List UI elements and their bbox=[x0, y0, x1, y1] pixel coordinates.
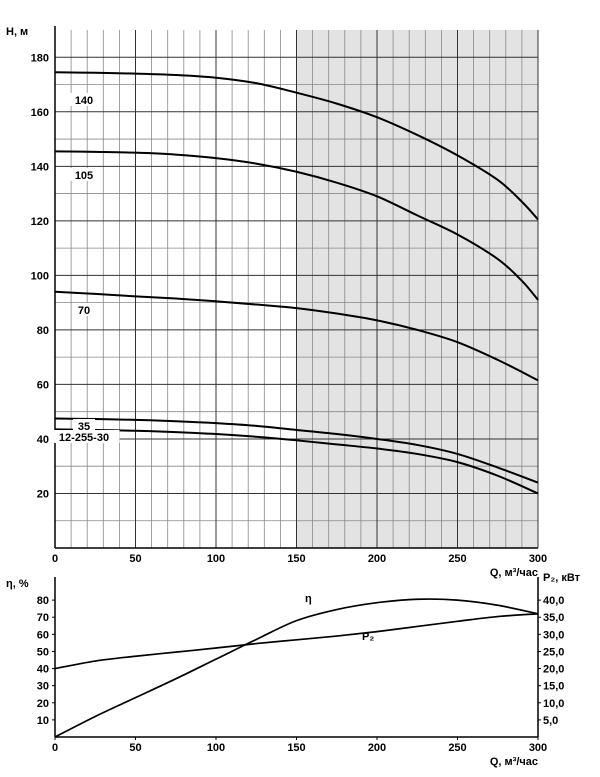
curve-power bbox=[54, 612, 539, 670]
x-tick-label: 300 bbox=[529, 742, 547, 754]
x-tick-label: 100 bbox=[207, 742, 225, 754]
y-tick-label: 100 bbox=[31, 270, 49, 282]
y-tick-label: 180 bbox=[31, 52, 49, 64]
series-label-efficiency: η bbox=[305, 593, 312, 605]
x-axis-title: Q, м³/час bbox=[490, 756, 538, 768]
y-tick-label-left: 50 bbox=[37, 646, 49, 658]
curve-efficiency bbox=[54, 598, 539, 738]
head-curve-140 bbox=[54, 71, 539, 221]
y-tick-label: 20 bbox=[37, 488, 49, 500]
y-axis-title: H, м bbox=[6, 26, 28, 38]
y-tick-label: 60 bbox=[37, 379, 49, 391]
series-label-12-255-30: 12-255-30 bbox=[59, 432, 109, 444]
y-tick-label-right: 40,0 bbox=[543, 595, 564, 607]
series-label-bg bbox=[69, 168, 99, 181]
y-tick-label-right: 25,0 bbox=[543, 646, 564, 658]
series-label-70: 70 bbox=[78, 305, 90, 317]
series-label-bg bbox=[73, 419, 95, 432]
x-tick-label: 50 bbox=[129, 742, 141, 754]
y-tick-label-left: 30 bbox=[37, 681, 49, 693]
x-tick-label: 50 bbox=[129, 553, 141, 565]
y-tick-label: 140 bbox=[31, 161, 49, 173]
x-tick-label: 200 bbox=[368, 553, 386, 565]
y-tick-label-left: 70 bbox=[37, 612, 49, 624]
y-tick-label: 160 bbox=[31, 107, 49, 119]
head-curve-105 bbox=[54, 150, 539, 301]
head-curve-35 bbox=[54, 417, 539, 484]
y-tick-label-right: 30,0 bbox=[543, 629, 564, 641]
y-tick-label-right: 35,0 bbox=[543, 612, 564, 624]
shaded-operating-region bbox=[296, 30, 538, 548]
y-tick-label-right: 20,0 bbox=[543, 664, 564, 676]
x-tick-label: 150 bbox=[287, 553, 305, 565]
x-tick-label: 100 bbox=[207, 553, 225, 565]
y-tick-label: 40 bbox=[37, 434, 49, 446]
x-tick-label: 300 bbox=[529, 553, 547, 565]
y-tick-label: 80 bbox=[37, 325, 49, 337]
x-tick-label: 200 bbox=[368, 742, 386, 754]
x-tick-label: 0 bbox=[52, 742, 58, 754]
series-label-140: 140 bbox=[75, 95, 93, 107]
efficiency-power-chart: 10 20 30 40 50 60 70 80 5,0 10,0 15,0 20,0 25,0 30,0 3… bbox=[6, 572, 581, 768]
x-tick-label: 250 bbox=[448, 553, 466, 565]
y-axis-title-right: P₂, кВт bbox=[543, 572, 581, 584]
series-label-power: P₂ bbox=[362, 631, 374, 643]
y-tick-label-left: 10 bbox=[37, 715, 49, 727]
series-label-bg bbox=[73, 303, 95, 316]
y-tick-label-right: 5,0 bbox=[543, 715, 558, 727]
x-tick-label: 150 bbox=[287, 742, 305, 754]
x-tick-label: 250 bbox=[448, 742, 466, 754]
y-tick-label-left: 20 bbox=[37, 698, 49, 710]
x-axis-title: Q, м³/час bbox=[490, 567, 538, 579]
x-tick-label: 0 bbox=[52, 553, 58, 565]
head-chart: 20 40 60 80 100 120 140 160 180 0 50 100 150 200 250 30… bbox=[6, 26, 547, 579]
y-tick-label-right: 15,0 bbox=[543, 681, 564, 693]
y-tick-label-right: 10,0 bbox=[543, 698, 564, 710]
head-curve-70 bbox=[54, 290, 539, 382]
series-label-bg bbox=[48, 430, 120, 443]
series-label-bg bbox=[69, 93, 99, 106]
y-tick-label-left: 80 bbox=[37, 595, 49, 607]
head-curve-12-255-30 bbox=[54, 428, 539, 495]
y-tick-label-left: 60 bbox=[37, 629, 49, 641]
series-label-105: 105 bbox=[75, 170, 93, 182]
y-tick-label-left: 40 bbox=[37, 664, 49, 676]
y-axis-title-left: η, % bbox=[6, 578, 29, 590]
y-tick-label: 120 bbox=[31, 216, 49, 228]
